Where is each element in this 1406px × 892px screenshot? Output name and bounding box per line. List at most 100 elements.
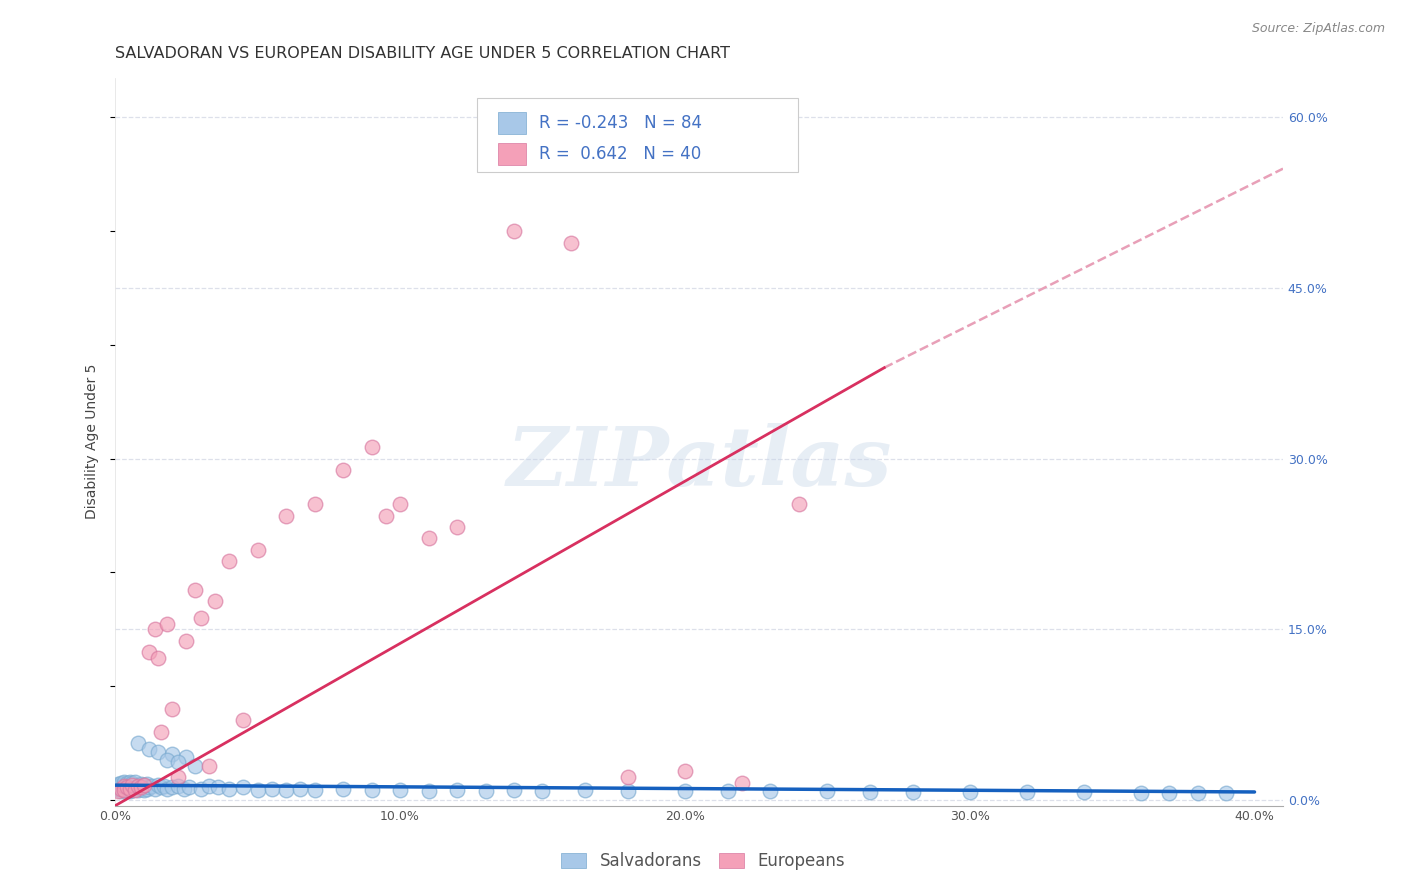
Point xyxy=(176,633,198,648)
Point xyxy=(560,235,582,250)
Point xyxy=(173,781,195,796)
Text: Source: ZipAtlas.com: Source: ZipAtlas.com xyxy=(1251,22,1385,36)
Point xyxy=(304,497,326,511)
Point xyxy=(146,745,169,759)
Point xyxy=(118,780,141,795)
Point xyxy=(149,780,172,795)
Point xyxy=(149,724,172,739)
Point xyxy=(332,463,354,477)
Point xyxy=(503,782,526,797)
Point xyxy=(132,778,155,792)
Point xyxy=(1129,786,1152,800)
Point xyxy=(124,781,146,796)
Point xyxy=(1215,786,1237,800)
Point xyxy=(815,784,838,798)
Point xyxy=(110,781,132,796)
Point xyxy=(112,782,135,797)
Point xyxy=(110,780,132,795)
Point xyxy=(246,542,269,557)
Point xyxy=(190,611,212,625)
Legend: Salvadorans, Europeans: Salvadorans, Europeans xyxy=(555,846,851,877)
Point xyxy=(418,784,440,798)
Point xyxy=(110,776,132,790)
Point xyxy=(446,520,468,534)
Point xyxy=(155,616,177,631)
Point xyxy=(1073,785,1095,799)
Point xyxy=(141,779,163,793)
Point xyxy=(107,781,129,796)
Point xyxy=(389,497,412,511)
Point xyxy=(179,780,201,795)
Point xyxy=(276,508,298,523)
Point xyxy=(198,759,221,773)
Point xyxy=(124,778,146,792)
Point xyxy=(112,779,135,793)
Point xyxy=(1157,786,1180,800)
Point xyxy=(124,774,146,789)
Point xyxy=(503,224,526,238)
Point xyxy=(160,747,183,762)
Point xyxy=(184,759,207,773)
Point xyxy=(617,770,640,784)
Point xyxy=(167,770,190,784)
Point xyxy=(198,779,221,793)
Point xyxy=(673,764,696,779)
Point xyxy=(127,782,149,797)
Point xyxy=(143,623,166,637)
Point xyxy=(167,779,190,793)
Point xyxy=(360,782,382,797)
Point xyxy=(110,778,132,792)
Point xyxy=(115,776,138,790)
Point xyxy=(112,782,135,797)
Point xyxy=(115,780,138,795)
Point xyxy=(232,780,254,795)
Point xyxy=(1015,785,1038,799)
Point xyxy=(112,774,135,789)
Point xyxy=(121,782,143,797)
Point xyxy=(132,778,155,792)
Point xyxy=(121,779,143,793)
Point xyxy=(446,782,468,797)
Text: ZIPatlas: ZIPatlas xyxy=(506,424,891,503)
Point xyxy=(127,736,149,750)
Point xyxy=(531,784,554,798)
Point xyxy=(232,714,254,728)
Point xyxy=(574,782,596,797)
Point xyxy=(389,782,412,797)
Point xyxy=(155,753,177,767)
Point xyxy=(112,777,135,791)
Point xyxy=(127,779,149,793)
Text: R = -0.243   N = 84: R = -0.243 N = 84 xyxy=(538,114,702,132)
Point xyxy=(304,782,326,797)
Point xyxy=(107,779,129,793)
Point xyxy=(207,780,229,795)
Point xyxy=(360,440,382,454)
Point xyxy=(107,784,129,798)
Point xyxy=(146,650,169,665)
Point xyxy=(146,778,169,792)
Point xyxy=(160,780,183,795)
Point xyxy=(135,781,157,796)
Point xyxy=(132,782,155,797)
Point xyxy=(246,782,269,797)
Point xyxy=(617,784,640,798)
Point xyxy=(474,784,496,798)
Point xyxy=(673,784,696,798)
Point xyxy=(138,645,160,659)
Point xyxy=(759,784,782,798)
Point xyxy=(135,777,157,791)
Point xyxy=(184,582,207,597)
Point xyxy=(160,702,183,716)
Point xyxy=(115,778,138,792)
Y-axis label: Disability Age Under 5: Disability Age Under 5 xyxy=(86,364,100,519)
FancyBboxPatch shape xyxy=(477,98,799,172)
FancyBboxPatch shape xyxy=(498,112,526,134)
Point xyxy=(290,781,312,796)
Point xyxy=(129,781,152,796)
Point xyxy=(138,780,160,795)
Point xyxy=(110,784,132,798)
Point xyxy=(155,781,177,796)
Point xyxy=(204,594,226,608)
Point xyxy=(124,782,146,797)
Point xyxy=(276,782,298,797)
